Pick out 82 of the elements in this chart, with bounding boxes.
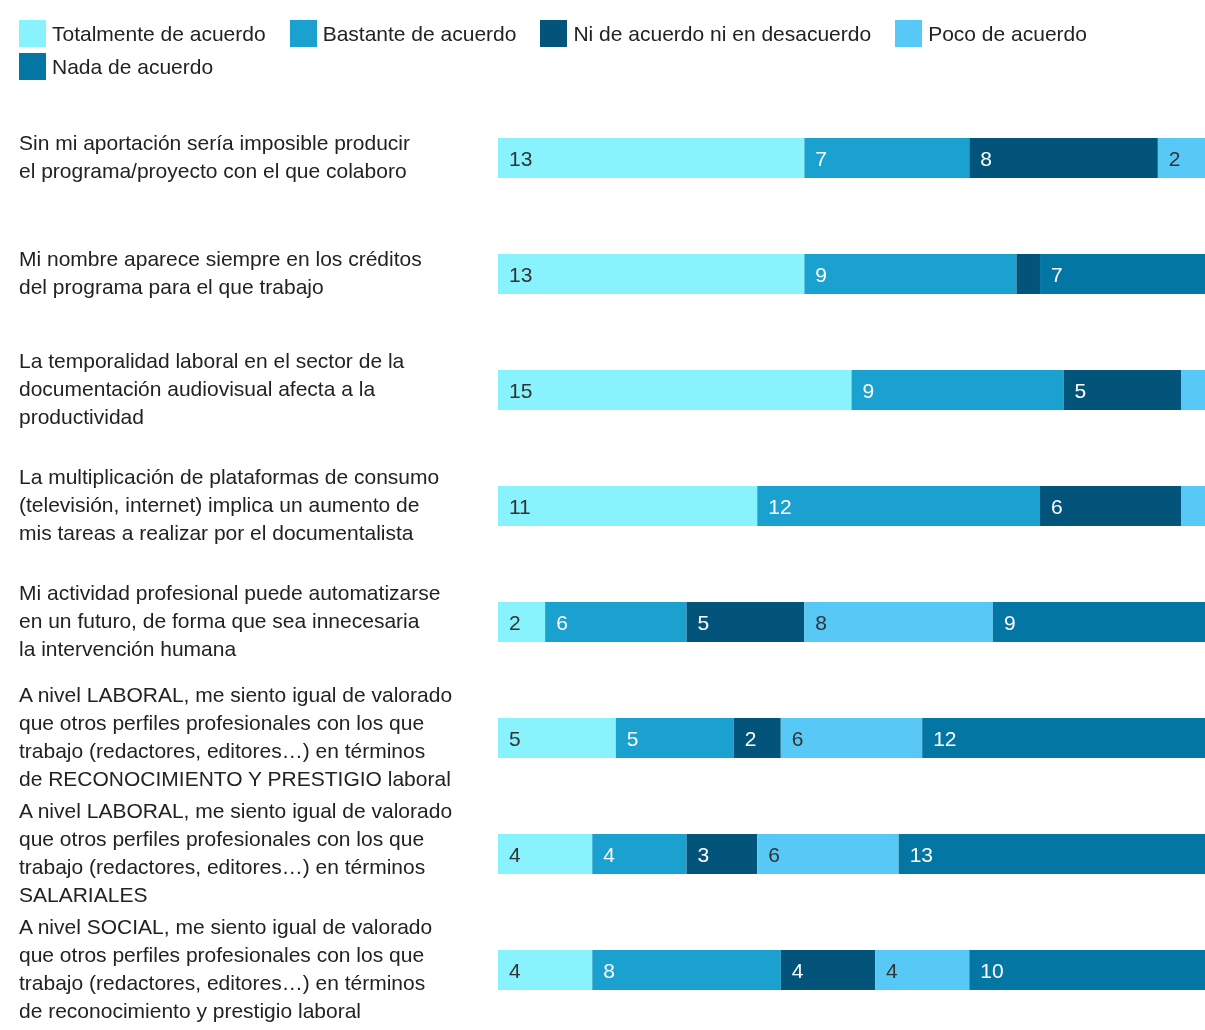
data-label: 3 xyxy=(697,842,710,866)
legend-label: Bastante de acuerdo xyxy=(321,20,517,47)
data-label: 4 xyxy=(509,958,521,982)
y-tick-label: La multiplicación de plataformas de consumo (televisión, internet) implica un aumento de mis tareas a realizar por el documentalista xyxy=(19,464,440,544)
legend-label: Totalmente de acuerdo xyxy=(51,20,266,47)
bar xyxy=(780,950,876,990)
data-label: 9 xyxy=(815,262,828,286)
bar xyxy=(1016,254,1041,294)
bar xyxy=(498,950,593,990)
data-label: 7 xyxy=(815,146,828,170)
bar xyxy=(898,834,1205,874)
data-label: 4 xyxy=(509,842,521,866)
bar xyxy=(498,718,616,758)
bar xyxy=(757,834,899,874)
legend-label: Poco de acuerdo xyxy=(927,20,1087,47)
bar xyxy=(1063,370,1182,410)
y-tick-label: A nivel LABORAL, me siento igual de valorado que otros perfiles profesionales con los que trabajo (redactores, editores…) en términos de RECONOCIMIENTO Y PRESTIGIO laboral xyxy=(19,682,453,790)
bar xyxy=(498,834,593,874)
data-label: 2 xyxy=(509,610,521,634)
bar xyxy=(992,602,1205,642)
data-label: 4 xyxy=(603,842,616,866)
data-label: 13 xyxy=(509,146,533,170)
data-label: 7 xyxy=(1051,262,1063,286)
bar xyxy=(686,834,758,874)
data-label: 5 xyxy=(626,726,639,750)
bar xyxy=(757,486,1041,526)
data-label: 5 xyxy=(509,726,521,750)
bar xyxy=(733,718,781,758)
bar xyxy=(498,138,805,178)
data-label: 15 xyxy=(509,378,533,402)
bar xyxy=(1181,370,1205,410)
data-label: 9 xyxy=(1003,610,1016,634)
y-tick-label: Mi actividad profesional puede automatizarse en un futuro, de forma que sea innecesaria la intervención humana xyxy=(19,580,441,660)
y-tick-label: Sin mi aportación sería imposible producir el programa/proyecto con el que colaboro xyxy=(19,130,411,182)
data-label: 4 xyxy=(791,958,804,982)
bar xyxy=(1181,486,1205,526)
data-label: 12 xyxy=(768,494,792,518)
data-label: 12 xyxy=(933,726,957,750)
data-label: 8 xyxy=(603,958,615,982)
bar xyxy=(498,602,546,642)
data-label: 8 xyxy=(980,146,993,170)
bar xyxy=(498,254,805,294)
bar xyxy=(804,254,1017,294)
data-label: 11 xyxy=(509,494,531,518)
data-label: 10 xyxy=(980,958,1004,982)
data-label: 4 xyxy=(886,958,899,982)
data-label: 6 xyxy=(791,726,804,750)
bar xyxy=(498,486,758,526)
bar xyxy=(615,718,734,758)
bar xyxy=(804,138,970,178)
bar xyxy=(498,370,852,410)
legend-label: Ni de acuerdo ni en desacuerdo xyxy=(572,20,872,47)
data-label: 13 xyxy=(909,842,933,866)
y-tick-label: A nivel SOCIAL, me siento igual de valorado que otros perfiles profesionales con los que trabajo (redactores, editores…) en términos de reconocimiento y prestigio laboral xyxy=(19,914,433,1022)
bar xyxy=(922,718,1205,758)
bar xyxy=(592,834,687,874)
data-label: 13 xyxy=(509,262,533,286)
bar xyxy=(686,602,805,642)
data-label: 5 xyxy=(1074,378,1087,402)
bar xyxy=(780,718,923,758)
data-label: 6 xyxy=(1051,494,1063,518)
bar xyxy=(1157,138,1205,178)
y-tick-label: A nivel LABORAL, me siento igual de valorado que otros perfiles profesionales con los que trabajo (redactores, editores…) en términos SALARIALES xyxy=(19,798,453,906)
y-tick-label: Mi nombre aparece siempre en los créditos del programa para el que trabajo xyxy=(19,246,422,298)
bar xyxy=(1040,254,1205,294)
bar xyxy=(804,602,993,642)
y-tick-label: La temporalidad laboral en el sector de la documentación audiovisual afecta a la productividad xyxy=(19,348,405,428)
data-label: 9 xyxy=(862,378,875,402)
bar xyxy=(545,602,687,642)
data-label: 2 xyxy=(1168,146,1181,170)
bar xyxy=(969,950,1205,990)
bar xyxy=(875,950,970,990)
data-label: 5 xyxy=(697,610,710,634)
bar xyxy=(969,138,1158,178)
bar xyxy=(851,370,1064,410)
data-label: 2 xyxy=(744,726,757,750)
bar xyxy=(1040,486,1182,526)
data-label: 6 xyxy=(556,610,568,634)
data-label: 8 xyxy=(815,610,828,634)
legend-label: Nada de acuerdo xyxy=(51,53,214,80)
bar xyxy=(592,950,781,990)
data-label: 6 xyxy=(768,842,780,866)
